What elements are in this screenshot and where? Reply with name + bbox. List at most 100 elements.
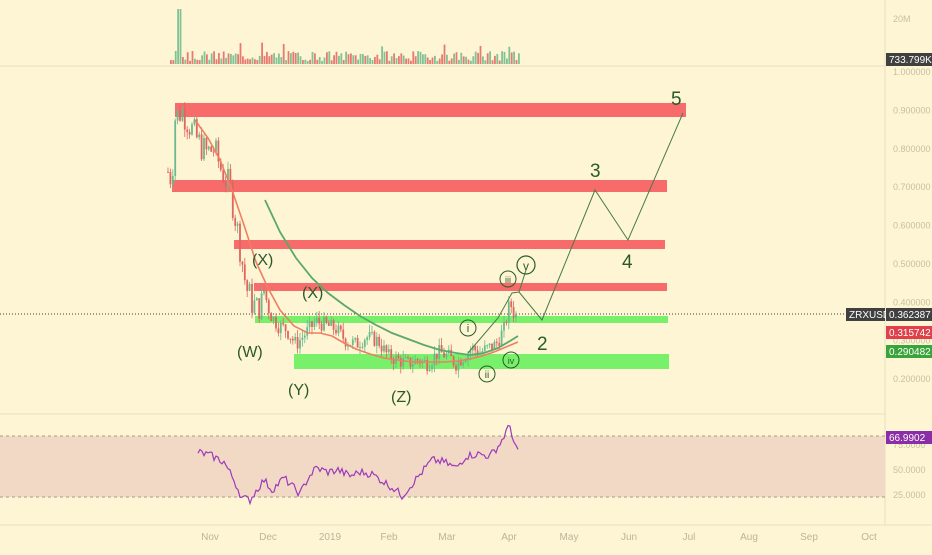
red-ma-tag: 0.315742 bbox=[886, 326, 932, 339]
volume-bar bbox=[280, 57, 283, 64]
candle-body bbox=[296, 337, 299, 349]
candle-body bbox=[231, 181, 234, 218]
resistance-zone-1[interactable] bbox=[175, 103, 686, 117]
red-ma-tag-text: 0.315742 bbox=[889, 328, 931, 339]
resistance-zone-3[interactable] bbox=[234, 240, 665, 249]
candle-body bbox=[289, 338, 292, 340]
candle-body bbox=[210, 146, 213, 152]
candle-body bbox=[486, 345, 489, 347]
wave-label-i-group: i bbox=[459, 319, 477, 337]
support-zone-1[interactable] bbox=[255, 316, 668, 323]
volume-bar bbox=[479, 45, 482, 64]
candle-body bbox=[481, 351, 484, 353]
price-tick-label: 0.600000 bbox=[893, 221, 931, 231]
candle-body bbox=[176, 110, 179, 121]
volume-bars bbox=[170, 9, 520, 64]
rsi-tick-label: 25.0000 bbox=[893, 490, 926, 500]
volume-bar bbox=[234, 53, 237, 64]
ma-red-line bbox=[194, 119, 519, 363]
candle-body bbox=[191, 124, 193, 135]
volume-bar bbox=[513, 51, 515, 64]
ma-green-line bbox=[264, 199, 519, 356]
volume-bar bbox=[179, 9, 182, 64]
volume-bar bbox=[419, 51, 422, 64]
volume-bar bbox=[328, 51, 331, 64]
volume-bar bbox=[431, 57, 434, 64]
volume-bar bbox=[345, 51, 347, 64]
wave-label-ii-group: ii bbox=[478, 365, 496, 383]
volume-bar bbox=[376, 54, 379, 64]
candle-body bbox=[407, 357, 409, 359]
volume-bar bbox=[400, 53, 403, 64]
candle-body bbox=[375, 336, 378, 346]
candle-body bbox=[443, 352, 445, 358]
candle-body bbox=[193, 119, 196, 125]
resistance-zone-4[interactable] bbox=[254, 283, 667, 291]
candle-body bbox=[227, 168, 229, 186]
volume-bar bbox=[359, 53, 362, 64]
candle-body bbox=[510, 301, 513, 308]
date-tick-label: Jun bbox=[621, 532, 637, 543]
volume-bar bbox=[213, 51, 215, 64]
candle-body bbox=[323, 316, 325, 331]
candle-body bbox=[263, 290, 265, 294]
candles bbox=[167, 102, 517, 378]
volume-bar bbox=[477, 52, 479, 64]
candle-body bbox=[236, 223, 239, 226]
candle-body bbox=[243, 264, 246, 281]
candle-body bbox=[335, 329, 337, 334]
volume-bar bbox=[436, 60, 439, 64]
volume-bar bbox=[333, 55, 335, 64]
candle-body bbox=[253, 300, 256, 313]
candle-body bbox=[332, 320, 335, 330]
volume-axis-label: 20M bbox=[893, 14, 911, 24]
volume-bar bbox=[453, 53, 455, 64]
wave-label-y: (Y) bbox=[288, 382, 309, 399]
candle-body bbox=[239, 223, 241, 262]
volume-bar bbox=[410, 60, 412, 64]
green-ma-tag-text: 0.290482 bbox=[889, 347, 931, 358]
volume-bar bbox=[518, 53, 520, 64]
date-tick-label: Apr bbox=[501, 532, 517, 543]
candle-body bbox=[495, 341, 498, 343]
volume-bar bbox=[503, 51, 506, 64]
volume-bar bbox=[222, 51, 225, 64]
candle-body bbox=[366, 337, 369, 341]
price-axis[interactable]: 1.000000 0.900000 0.800000 0.700000 0.600000… bbox=[893, 67, 931, 384]
volume-bar bbox=[270, 54, 273, 64]
volume-bar bbox=[297, 52, 299, 64]
volume-bar bbox=[246, 58, 249, 64]
candle-body bbox=[320, 323, 323, 331]
candle-body bbox=[428, 369, 431, 372]
volume-bar bbox=[314, 53, 316, 64]
candle-body bbox=[198, 134, 201, 138]
candle-body bbox=[294, 337, 297, 341]
candle-body bbox=[251, 283, 253, 313]
candle-body bbox=[512, 307, 515, 318]
volume-bar bbox=[366, 55, 369, 64]
volume-bar bbox=[450, 58, 453, 64]
volume-bar bbox=[443, 44, 446, 64]
rsi-axis[interactable]: 75.0000 50.0000 25.0000 bbox=[893, 440, 926, 500]
volume-bar bbox=[278, 53, 280, 64]
candle-body bbox=[457, 360, 460, 371]
candle-body bbox=[392, 359, 395, 364]
volume-bar bbox=[374, 56, 376, 64]
volume-bar bbox=[352, 55, 355, 64]
volume-bar bbox=[215, 59, 218, 64]
volume-bar bbox=[206, 54, 208, 64]
candle-body bbox=[313, 322, 316, 327]
resistance-zone-2[interactable] bbox=[172, 180, 667, 192]
volume-bar bbox=[441, 54, 443, 64]
volume-bar bbox=[196, 59, 199, 64]
volume-bar bbox=[254, 59, 256, 64]
volume-bar bbox=[170, 60, 172, 64]
volume-bar bbox=[371, 60, 374, 64]
date-axis[interactable]: Nov Dec 2019 Feb Mar Apr May Jun Jul Aug Sep Oct bbox=[201, 532, 877, 543]
volume-bar bbox=[338, 55, 340, 64]
candle-body bbox=[217, 140, 220, 162]
wave-label-x1: (X) bbox=[252, 252, 273, 269]
candle-body bbox=[327, 322, 330, 326]
